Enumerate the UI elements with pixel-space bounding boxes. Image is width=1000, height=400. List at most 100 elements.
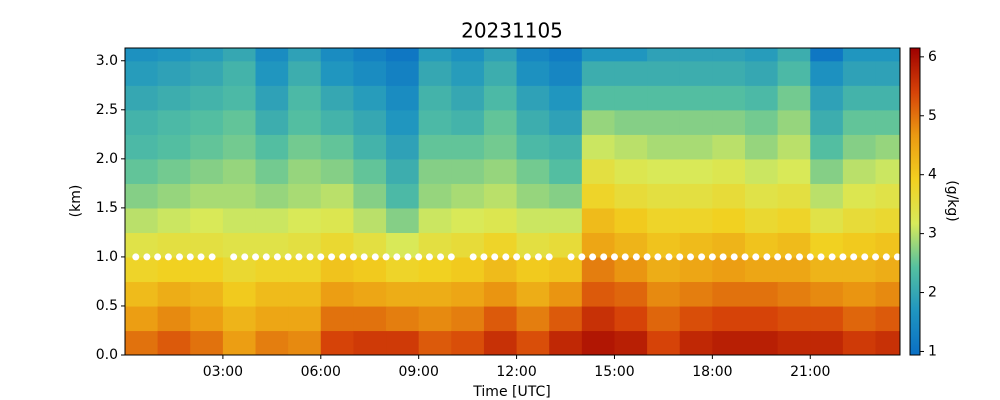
marker (828, 253, 836, 261)
marker (839, 253, 847, 261)
marker (382, 253, 390, 261)
cell (190, 281, 224, 307)
cell (222, 134, 257, 160)
cell (320, 85, 355, 111)
cell (647, 48, 681, 62)
cell (810, 60, 844, 86)
cell (745, 60, 779, 86)
cell (386, 207, 420, 233)
cell (810, 158, 844, 184)
cell (288, 158, 322, 184)
marker (491, 253, 499, 261)
cell (875, 183, 900, 209)
cell (353, 109, 387, 135)
cell (712, 330, 746, 355)
cell (549, 281, 583, 307)
marker (469, 253, 477, 261)
marker (872, 253, 880, 261)
cell (157, 134, 191, 160)
cell (320, 134, 355, 160)
cell (810, 330, 844, 355)
cell (647, 207, 681, 233)
cell (418, 183, 452, 209)
cell (157, 232, 191, 258)
cell (777, 207, 811, 233)
cell (451, 183, 485, 209)
marker (317, 253, 325, 261)
marker (534, 253, 542, 261)
cell (125, 60, 159, 86)
cell (875, 109, 900, 135)
cell (483, 281, 518, 307)
cell (614, 207, 648, 233)
cell (288, 48, 322, 62)
y-tick-label: 2.5 (96, 102, 118, 118)
marker (447, 253, 455, 261)
cell (875, 207, 900, 233)
marker (404, 253, 412, 261)
cell (842, 305, 877, 332)
cell (451, 330, 485, 355)
cell (810, 48, 844, 62)
cell (581, 60, 616, 86)
cell (712, 85, 746, 111)
cell (777, 305, 811, 332)
cell (647, 281, 681, 307)
cell (581, 134, 616, 160)
cell (386, 183, 420, 209)
cell (875, 281, 900, 307)
cell (581, 305, 616, 332)
cell (255, 207, 289, 233)
cell (451, 305, 485, 332)
cell (712, 207, 746, 233)
cell (483, 48, 518, 62)
cell (516, 134, 550, 160)
cell (451, 48, 485, 62)
cell (647, 232, 681, 258)
cell (712, 48, 746, 62)
cell (810, 85, 844, 111)
marker (589, 253, 597, 261)
cell (614, 134, 648, 160)
cell (483, 305, 518, 332)
cell (647, 305, 681, 332)
cell (581, 281, 616, 307)
marker (339, 253, 347, 261)
cell (745, 48, 779, 62)
cell (777, 256, 811, 283)
cell (353, 60, 387, 86)
cell (451, 109, 485, 135)
colorbar-tick-label: 2 (928, 285, 937, 301)
cell (222, 158, 257, 184)
marker (741, 253, 749, 261)
cell (125, 158, 159, 184)
cell (157, 158, 191, 184)
cell (745, 109, 779, 135)
cell (777, 158, 811, 184)
cell (875, 134, 900, 160)
marker (698, 253, 706, 261)
cell (842, 183, 877, 209)
cell (516, 48, 550, 62)
cell (516, 60, 550, 86)
cell (745, 134, 779, 160)
cell (549, 330, 583, 355)
y-tick-label: 2.0 (96, 151, 118, 167)
cell (614, 109, 648, 135)
cell (679, 232, 713, 258)
cell (745, 85, 779, 111)
marker (730, 253, 738, 261)
colorbar-tick-label: 4 (928, 167, 937, 183)
cell (712, 232, 746, 258)
cell (810, 232, 844, 258)
cell (190, 134, 224, 160)
cell (157, 305, 191, 332)
cell (353, 134, 387, 160)
marker (882, 253, 890, 261)
cell (451, 60, 485, 86)
cell (516, 207, 550, 233)
cell (842, 207, 877, 233)
cell (320, 305, 355, 332)
cell (353, 158, 387, 184)
marker (208, 253, 216, 261)
